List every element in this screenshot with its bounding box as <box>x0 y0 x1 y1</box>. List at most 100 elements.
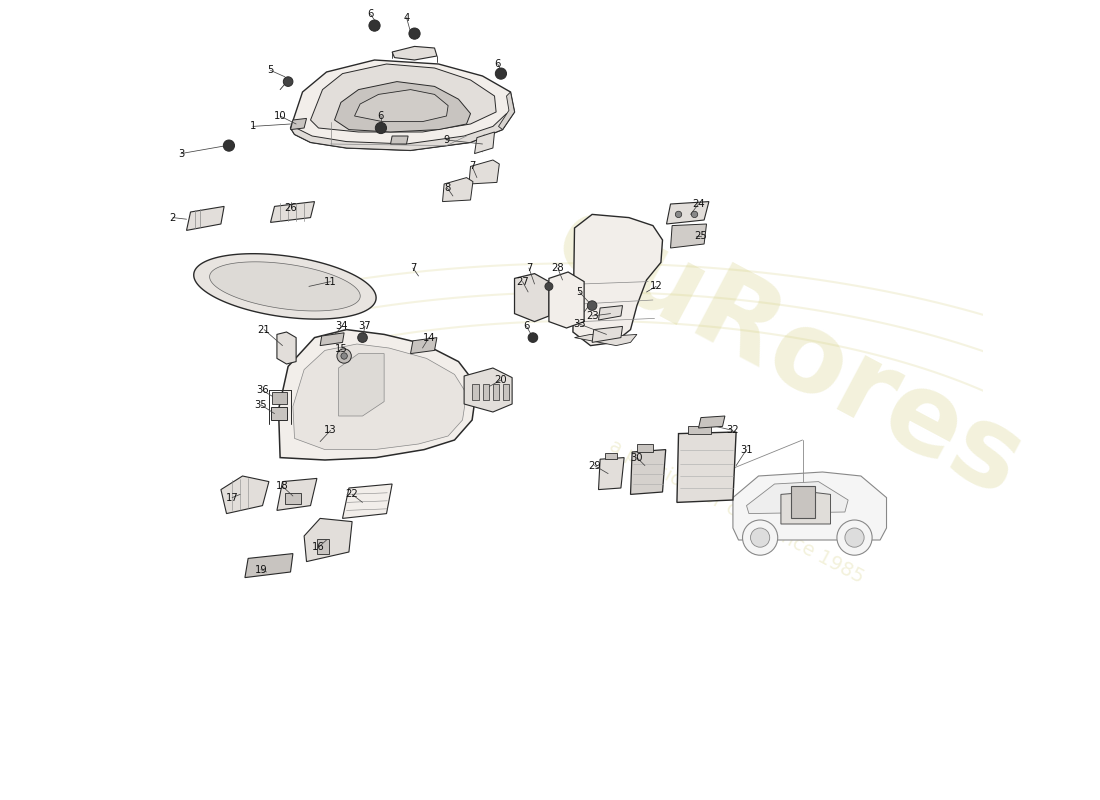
Polygon shape <box>733 472 887 540</box>
Polygon shape <box>221 476 268 514</box>
FancyBboxPatch shape <box>503 384 509 400</box>
Text: 16: 16 <box>312 542 324 552</box>
Text: 18: 18 <box>276 482 289 491</box>
Text: 6: 6 <box>377 111 384 121</box>
Polygon shape <box>290 114 510 150</box>
Text: 7: 7 <box>526 263 532 273</box>
Text: 25: 25 <box>694 231 707 241</box>
Polygon shape <box>320 333 344 346</box>
Polygon shape <box>464 368 513 412</box>
Circle shape <box>495 68 506 79</box>
Text: 30: 30 <box>630 453 644 462</box>
Text: 15: 15 <box>334 344 348 354</box>
Text: 2: 2 <box>169 213 176 222</box>
Circle shape <box>837 520 872 555</box>
Polygon shape <box>442 178 473 202</box>
Polygon shape <box>271 202 315 222</box>
Text: 5: 5 <box>576 287 583 297</box>
Text: 6: 6 <box>495 59 500 69</box>
Circle shape <box>409 28 420 39</box>
Polygon shape <box>210 262 360 311</box>
Text: 8: 8 <box>444 183 450 193</box>
Text: 7: 7 <box>409 263 416 273</box>
Polygon shape <box>293 344 466 450</box>
Text: 26: 26 <box>284 203 297 213</box>
Polygon shape <box>278 330 477 460</box>
Circle shape <box>544 282 553 290</box>
Text: 13: 13 <box>324 426 337 435</box>
Polygon shape <box>245 554 293 578</box>
Text: a passion for cars since 1985: a passion for cars since 1985 <box>606 437 867 587</box>
Circle shape <box>284 77 293 86</box>
Polygon shape <box>342 484 392 518</box>
Text: 33: 33 <box>573 319 585 329</box>
Circle shape <box>368 20 381 31</box>
FancyBboxPatch shape <box>689 426 711 434</box>
Text: 6: 6 <box>524 322 530 331</box>
Text: 28: 28 <box>551 263 564 273</box>
Circle shape <box>358 333 367 342</box>
Text: 29: 29 <box>588 461 601 470</box>
FancyBboxPatch shape <box>605 453 617 459</box>
Polygon shape <box>592 326 623 342</box>
Polygon shape <box>310 64 496 132</box>
Text: 20: 20 <box>495 375 507 385</box>
Polygon shape <box>334 82 471 132</box>
FancyBboxPatch shape <box>483 384 488 400</box>
Circle shape <box>375 122 386 134</box>
Text: 19: 19 <box>254 565 267 574</box>
Polygon shape <box>187 206 224 230</box>
Text: 23: 23 <box>586 311 598 321</box>
Polygon shape <box>290 60 515 150</box>
Text: 4: 4 <box>404 13 409 22</box>
Circle shape <box>528 333 538 342</box>
Circle shape <box>337 349 351 363</box>
Text: 22: 22 <box>345 490 359 499</box>
Polygon shape <box>598 306 623 320</box>
FancyBboxPatch shape <box>472 384 478 400</box>
Circle shape <box>742 520 778 555</box>
Polygon shape <box>676 432 736 502</box>
Polygon shape <box>574 334 637 346</box>
Polygon shape <box>781 492 830 524</box>
Polygon shape <box>277 332 296 364</box>
Polygon shape <box>469 160 499 184</box>
FancyBboxPatch shape <box>637 444 653 452</box>
Text: 21: 21 <box>257 325 271 334</box>
Circle shape <box>750 528 770 547</box>
Text: 7: 7 <box>469 162 475 171</box>
Text: 10: 10 <box>274 111 286 121</box>
FancyBboxPatch shape <box>493 384 499 400</box>
Polygon shape <box>515 274 549 322</box>
Polygon shape <box>671 224 706 248</box>
Text: 1: 1 <box>250 122 256 131</box>
Polygon shape <box>194 254 376 319</box>
Text: 31: 31 <box>740 445 752 454</box>
Text: 35: 35 <box>254 400 267 410</box>
Polygon shape <box>392 46 437 60</box>
Polygon shape <box>549 272 584 328</box>
Polygon shape <box>573 214 662 346</box>
Circle shape <box>691 211 697 218</box>
FancyBboxPatch shape <box>791 486 814 518</box>
Text: 12: 12 <box>650 282 662 291</box>
Text: 36: 36 <box>256 386 268 395</box>
Text: 32: 32 <box>727 426 739 435</box>
Polygon shape <box>277 478 317 510</box>
Text: 9: 9 <box>443 135 450 145</box>
Text: 6: 6 <box>367 10 374 19</box>
Polygon shape <box>747 482 848 514</box>
Circle shape <box>587 301 597 310</box>
Text: 37: 37 <box>359 322 371 331</box>
Polygon shape <box>390 136 408 144</box>
FancyBboxPatch shape <box>285 493 301 504</box>
Polygon shape <box>630 450 666 494</box>
Polygon shape <box>598 458 624 490</box>
Text: 34: 34 <box>336 322 348 331</box>
Polygon shape <box>354 90 448 122</box>
Polygon shape <box>698 416 725 428</box>
Text: 24: 24 <box>692 199 705 209</box>
Text: 5: 5 <box>267 66 274 75</box>
Circle shape <box>845 528 865 547</box>
Text: 11: 11 <box>324 277 337 286</box>
